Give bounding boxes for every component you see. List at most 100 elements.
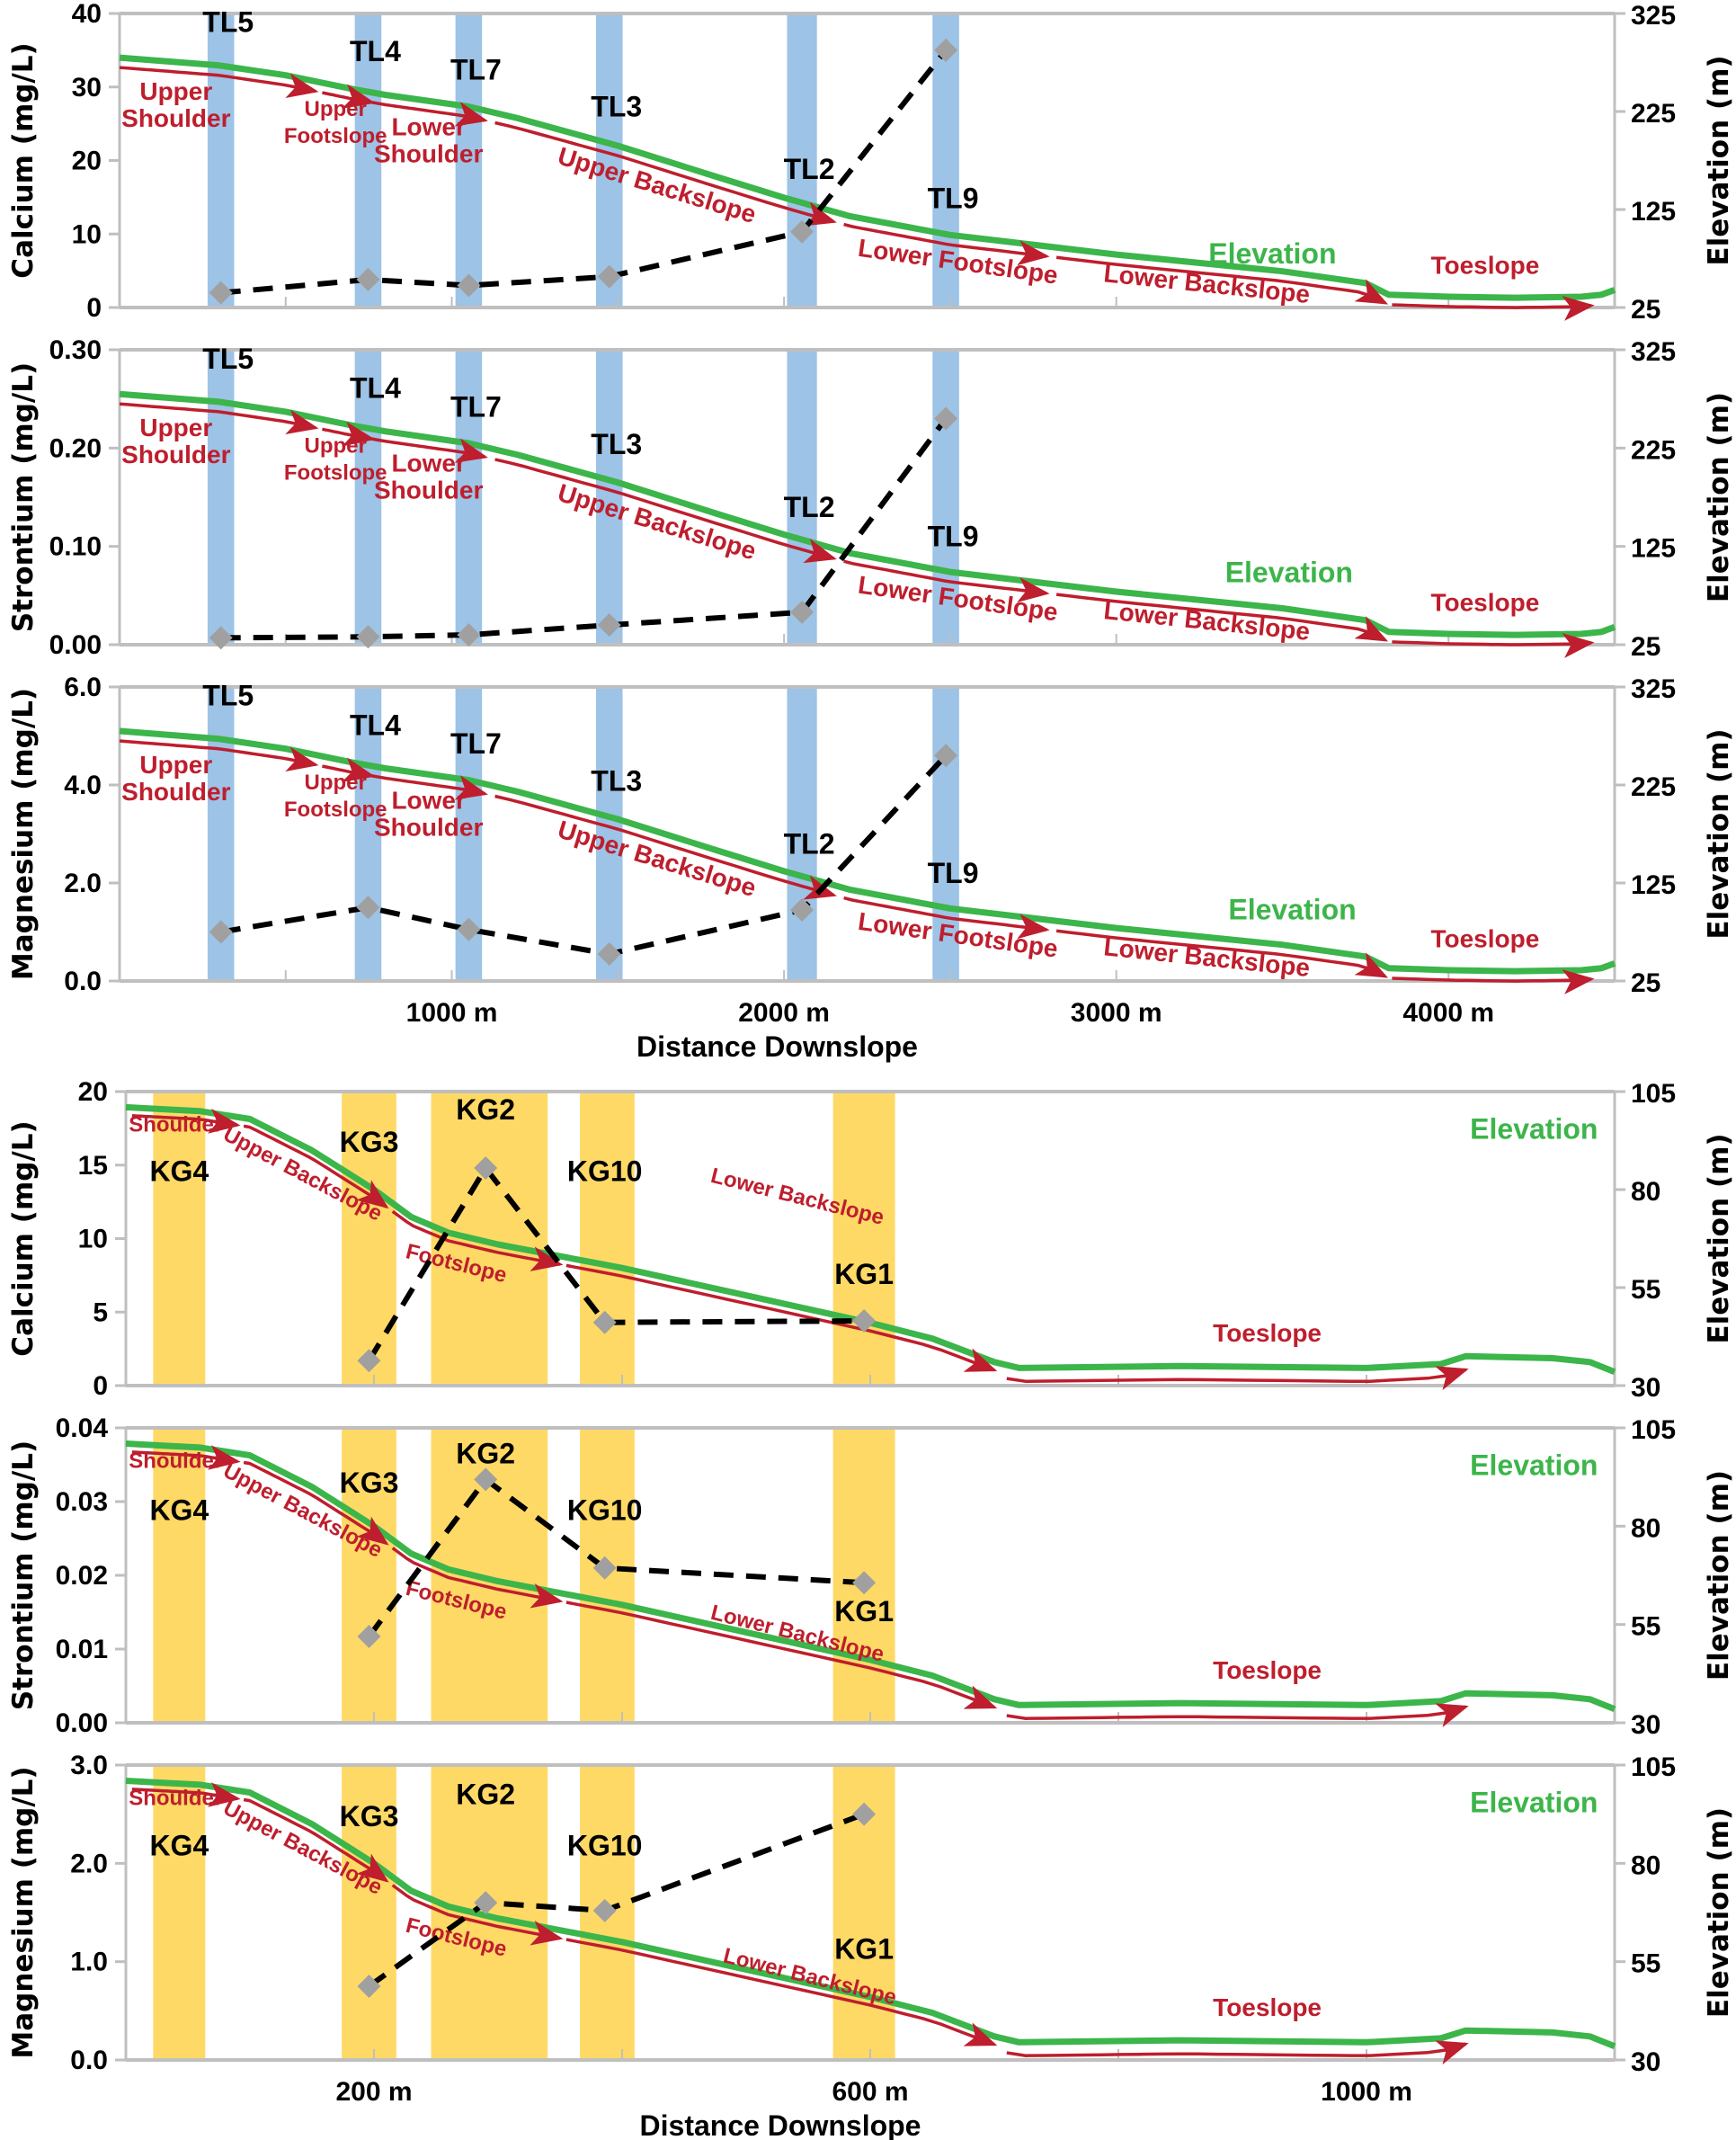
segment-label-line: Upper xyxy=(305,97,367,121)
segment-arrow-upper-backslope xyxy=(243,1460,389,1546)
y-tick-label: 0.01 xyxy=(56,1635,108,1664)
segment-label-line: Upper xyxy=(305,433,367,458)
sampling-band-tl7 xyxy=(455,13,483,308)
y-tick-label: 20 xyxy=(72,147,102,176)
segment-label: Shoulder xyxy=(129,1449,222,1473)
y-tick-label: 3.0 xyxy=(70,1751,108,1780)
y-tick-label: 0.10 xyxy=(49,532,102,562)
segment-arrow-lower-shoulder xyxy=(371,774,488,800)
data-marker-kg1 xyxy=(852,1309,877,1333)
segment-arrow-upper-backslope xyxy=(494,458,837,564)
x-tick-label: 3000 m xyxy=(1071,998,1162,1028)
segment-label-line: Shoulder xyxy=(121,778,230,806)
segment-label: Toeslope xyxy=(1430,589,1539,617)
segment-label: Toeslope xyxy=(1430,925,1539,953)
x-axis-title: Distance Downslope xyxy=(637,1030,918,1063)
y-tick-label: 0.20 xyxy=(49,433,102,463)
y-axis-title: Strontium (mg/L) xyxy=(7,1440,40,1710)
data-marker-kg3 xyxy=(357,1975,381,1998)
y-axis-title: Calcium (mg/L) xyxy=(7,42,40,278)
panel-tl-magnesium: 0.0 2.0 4.0 6.0 25 125 225 325 Magnesium (mg/L) E… xyxy=(7,673,1735,1063)
y-axis-title: Magnesium (mg/L) xyxy=(7,688,40,980)
data-marker-kg10 xyxy=(592,1556,617,1580)
data-marker-kg10 xyxy=(592,1310,617,1334)
site-label-tl5: TL5 xyxy=(202,680,254,712)
segment-arrow-toeslope xyxy=(1392,633,1595,658)
concentration-line xyxy=(220,753,948,958)
data-marker-kg3 xyxy=(357,1625,381,1649)
site-label-tl7: TL7 xyxy=(450,390,502,423)
concentration-line xyxy=(366,1163,865,1362)
elevation-label: Elevation xyxy=(1208,237,1336,270)
sampling-band-kg3 xyxy=(342,1428,396,1723)
sampling-band-tl4 xyxy=(354,13,382,308)
data-marker-kg2 xyxy=(474,1467,498,1492)
y2-axis-title: Elevation (m) xyxy=(1703,392,1735,602)
site-label-tl7: TL7 xyxy=(450,54,502,86)
data-marker-tl3 xyxy=(597,264,621,289)
segment-label-line: Footslope xyxy=(284,460,387,485)
sampling-band-tl9 xyxy=(932,350,959,645)
site-label-tl2: TL2 xyxy=(784,153,835,185)
site-label-tl4: TL4 xyxy=(350,709,401,741)
y-tick-label: 0 xyxy=(86,293,102,323)
segment-label-line: Upper xyxy=(305,771,367,795)
y2-tick-label: 80 xyxy=(1631,1513,1660,1543)
y2-tick-label: 225 xyxy=(1631,772,1676,802)
segment-label: Upper Shoulder xyxy=(121,414,230,468)
segment-arrow-upper-backslope xyxy=(243,1124,389,1209)
segment-label-line: Toeslope xyxy=(1213,1993,1322,2021)
segment-arrow-footslope xyxy=(391,1209,564,1271)
segment-arrow-lower-footslope xyxy=(843,896,1050,940)
segment-label: Lower Shoulder xyxy=(374,450,483,504)
segment-label: Upper Footslope xyxy=(284,433,387,485)
segment-label-line: Toeslope xyxy=(1430,252,1539,280)
segment-label-line: Toeslope xyxy=(1430,589,1539,617)
elevation-label: Elevation xyxy=(1470,1112,1598,1145)
concentration-line xyxy=(367,1476,865,1638)
segment-label: Toeslope xyxy=(1213,1656,1322,1684)
y-tick-label: 0.03 xyxy=(56,1487,108,1517)
data-marker-tl7 xyxy=(457,623,481,647)
site-label-tl3: TL3 xyxy=(591,428,642,460)
data-marker-tl9 xyxy=(934,38,958,62)
site-label-kg4: KG4 xyxy=(149,1155,209,1188)
y-tick-label: 2.0 xyxy=(64,869,102,898)
data-marker-tl5 xyxy=(209,920,233,944)
data-marker-kg1 xyxy=(852,1571,877,1595)
data-marker-tl5 xyxy=(209,281,233,305)
elevation-label: Elevation xyxy=(1470,1449,1598,1481)
segment-arrow-upper-footslope xyxy=(322,421,376,447)
segment-arrow-footslope xyxy=(391,1884,564,1946)
sampling-band-tl4 xyxy=(354,350,382,645)
panel-tl-calcium: 0 10 20 30 40 25 125 225 325 Calcium (mg/L) Elevat… xyxy=(7,0,1735,325)
site-label-kg3: KG3 xyxy=(340,1467,399,1499)
y2-tick-label: 25 xyxy=(1631,632,1660,662)
segment-arrow-upper-shoulder xyxy=(119,739,319,772)
site-label-tl3: TL3 xyxy=(591,765,642,798)
segment-label-line: Toeslope xyxy=(1430,925,1539,953)
segment-label-line: Shoulder xyxy=(374,813,483,841)
site-label-kg4: KG4 xyxy=(149,1830,209,1862)
segment-label: Upper Backslope xyxy=(555,478,760,566)
y-axis-title: Strontium (mg/L) xyxy=(7,362,40,632)
sampling-band-tl5 xyxy=(207,350,235,645)
site-label-tl2: TL2 xyxy=(784,827,835,860)
segment-label: Shoulder xyxy=(129,1786,222,1810)
segment-arrow-shoulder xyxy=(131,1782,241,1807)
data-marker-tl7 xyxy=(457,273,481,298)
segment-arrow-lower-footslope xyxy=(843,559,1050,603)
y-tick-label: 0.02 xyxy=(56,1561,108,1591)
elevation-label: Elevation xyxy=(1225,557,1353,589)
y-tick-label: 0.00 xyxy=(49,630,102,660)
segment-label-line: Shoulder xyxy=(374,477,483,504)
site-label-kg10: KG10 xyxy=(567,1494,643,1527)
y2-tick-label: 55 xyxy=(1631,1949,1660,1979)
data-marker-tl4 xyxy=(356,625,380,649)
site-label-tl9: TL9 xyxy=(928,521,979,553)
sampling-band-tl7 xyxy=(455,350,483,645)
segment-label-line: Shoulder xyxy=(129,1786,222,1810)
site-label-kg3: KG3 xyxy=(340,1800,399,1832)
site-label-tl7: TL7 xyxy=(450,727,502,760)
y2-tick-label: 325 xyxy=(1631,1,1676,31)
